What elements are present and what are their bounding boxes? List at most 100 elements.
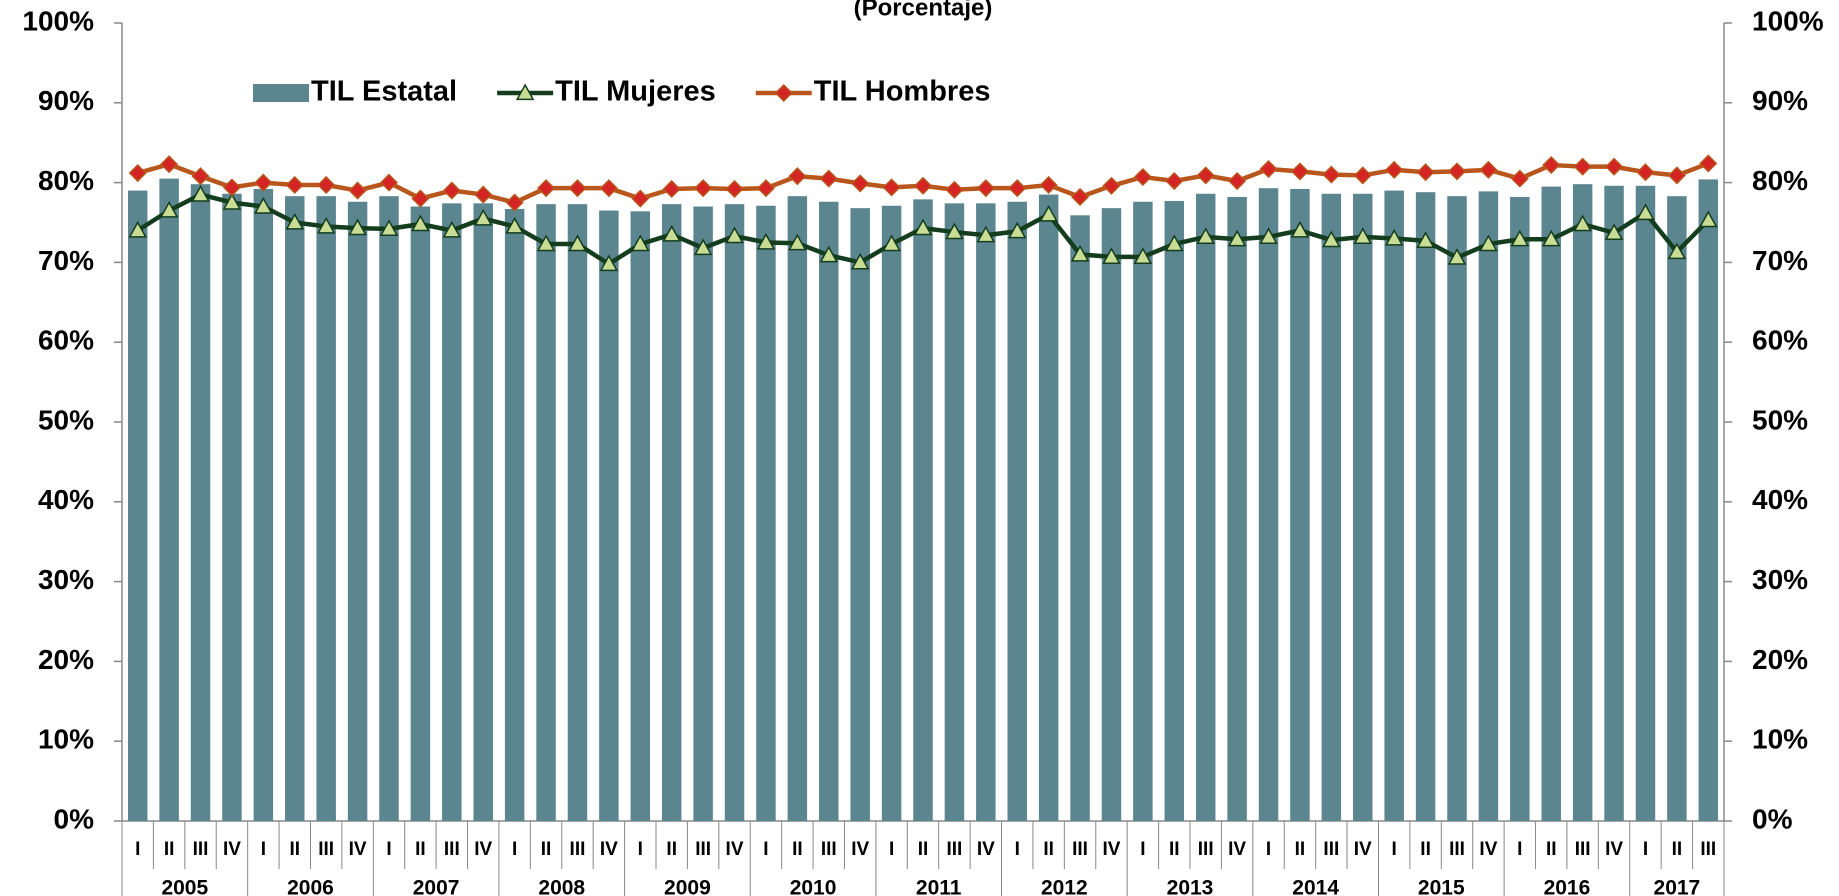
triangle-marker	[285, 212, 305, 230]
diamond-marker	[348, 181, 367, 200]
legend-label: TIL Mujeres	[555, 76, 716, 108]
diamond-marker	[1604, 157, 1624, 176]
bar	[253, 188, 274, 821]
diamond-marker	[1542, 155, 1561, 175]
diamond-marker	[1322, 165, 1341, 184]
diamond-marker	[1070, 187, 1090, 207]
y-tick-label: 10%	[38, 724, 94, 755]
bar	[442, 203, 462, 821]
triangle-marker	[191, 185, 210, 202]
x-tick-label: IV	[474, 839, 492, 860]
diamond-marker	[599, 179, 618, 198]
diamond-marker	[882, 178, 901, 197]
bar	[1133, 201, 1153, 821]
triangle-marker	[945, 222, 964, 240]
diamond-marker	[1196, 166, 1215, 185]
triangle-marker	[631, 234, 650, 252]
bar	[630, 211, 651, 821]
x-tick-label: II	[1546, 839, 1557, 860]
diamond-marker	[1008, 179, 1027, 198]
year-label: 2006	[287, 877, 334, 896]
bar	[819, 201, 839, 821]
triangle-marker	[1227, 229, 1247, 247]
x-tick-label: III	[193, 839, 209, 860]
triangle-marker	[1039, 204, 1058, 222]
y2-tick-label: 40%	[1752, 484, 1808, 515]
legend-swatch	[253, 84, 309, 102]
x-tick-label: II	[164, 839, 175, 860]
triangle-marker	[1322, 230, 1341, 248]
bar	[1384, 190, 1404, 821]
bar	[976, 203, 996, 821]
triangle-marker	[568, 234, 587, 252]
y2-tick-label: 50%	[1752, 404, 1808, 435]
triangle-marker	[1510, 229, 1530, 247]
year-label: 2013	[1167, 877, 1214, 896]
x-tick-label: III	[946, 839, 962, 860]
triangle-marker	[254, 196, 273, 214]
bar	[1258, 188, 1279, 821]
year-label: 2017	[1654, 877, 1701, 896]
triangle-marker	[505, 216, 524, 234]
triangle-marker	[316, 216, 336, 234]
legend-label: TIL Hombres	[814, 76, 991, 108]
diamond-marker	[945, 180, 964, 199]
diamond-marker	[536, 179, 556, 198]
bar	[1447, 196, 1467, 821]
bar	[1667, 196, 1687, 821]
x-tick-label: I	[1517, 839, 1522, 860]
y-tick-label: 80%	[38, 165, 94, 196]
x-tick-label: IV	[1354, 839, 1372, 860]
x-tick-label: II	[666, 839, 677, 860]
bar	[1353, 193, 1373, 822]
y2-tick-label: 30%	[1752, 564, 1808, 595]
triangle-marker	[1667, 242, 1687, 260]
bar	[190, 184, 211, 822]
diamond-marker	[568, 179, 587, 198]
x-tick-label: III	[1072, 839, 1088, 860]
bar	[724, 204, 745, 821]
triangle-marker	[1384, 228, 1404, 246]
y2-tick-label: 90%	[1752, 85, 1808, 116]
x-tick-label: II	[541, 839, 552, 860]
triangle-marker	[379, 219, 399, 237]
year-label: 2007	[413, 877, 460, 896]
x-tick-label: IV	[600, 839, 618, 860]
bar	[944, 203, 965, 821]
bar	[850, 208, 870, 822]
y-tick-label: 100%	[22, 5, 94, 36]
bar	[693, 206, 713, 822]
y2-tick-label: 60%	[1752, 325, 1808, 356]
diamond-marker	[631, 189, 650, 208]
year-label: 2005	[161, 877, 208, 896]
y-tick-label: 40%	[38, 484, 94, 515]
diamond-marker	[976, 179, 995, 198]
legend-label: TIL Estatal	[311, 76, 457, 108]
diamond-marker	[774, 83, 793, 103]
x-tick-label: I	[135, 839, 140, 860]
triangle-marker	[442, 220, 462, 238]
x-tick-label: IV	[1605, 839, 1623, 860]
triangle-marker	[1290, 220, 1310, 238]
diamond-marker	[1039, 175, 1058, 195]
x-tick-label: IV	[726, 839, 744, 860]
diamond-marker	[442, 181, 461, 200]
year-label: 2008	[538, 877, 585, 896]
triangle-marker	[1447, 248, 1467, 265]
bar	[473, 203, 493, 821]
y-tick-label: 70%	[38, 245, 94, 276]
diamond-marker	[1573, 157, 1592, 176]
triangle-marker	[159, 200, 179, 218]
bar	[1415, 192, 1436, 821]
diamond-marker	[1290, 162, 1310, 181]
x-tick-label: III	[1198, 839, 1214, 860]
bar	[536, 204, 556, 821]
triangle-marker	[348, 218, 367, 236]
triangle-marker	[1699, 210, 1718, 228]
diamond-marker	[913, 176, 933, 195]
x-tick-label: IV	[977, 839, 995, 860]
x-tick-label: III	[821, 839, 837, 860]
x-tick-label: II	[1420, 839, 1431, 860]
triangle-marker	[599, 254, 619, 272]
